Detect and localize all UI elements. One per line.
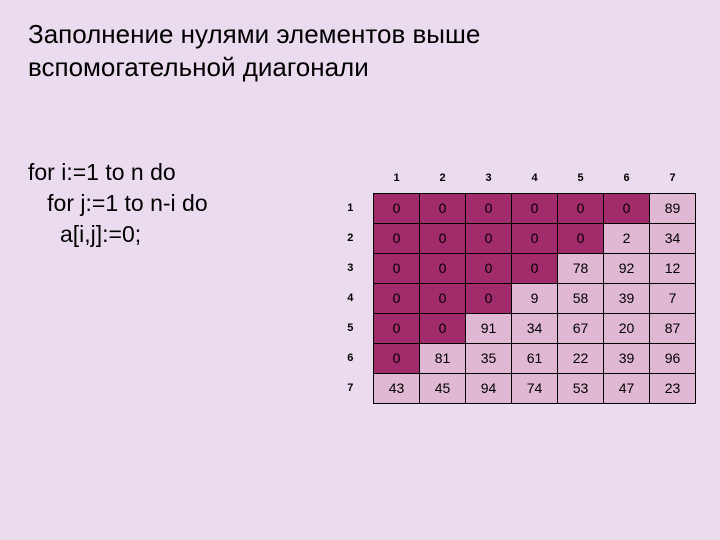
row-header: 2 bbox=[328, 223, 374, 253]
col-header: 5 bbox=[558, 163, 604, 193]
matrix-cell: 39 bbox=[604, 343, 650, 373]
matrix-cell: 89 bbox=[650, 193, 696, 223]
matrix-cell: 61 bbox=[512, 343, 558, 373]
col-header: 7 bbox=[650, 163, 696, 193]
matrix-cell: 7 bbox=[650, 283, 696, 313]
matrix-cell: 0 bbox=[466, 253, 512, 283]
matrix-cell: 0 bbox=[374, 253, 420, 283]
row-header: 6 bbox=[328, 343, 374, 373]
matrix-cell: 53 bbox=[558, 373, 604, 403]
matrix-cell: 23 bbox=[650, 373, 696, 403]
matrix-cell: 0 bbox=[420, 253, 466, 283]
matrix-corner bbox=[328, 163, 374, 193]
matrix-cell: 0 bbox=[558, 193, 604, 223]
matrix-cell: 0 bbox=[420, 313, 466, 343]
matrix-cell: 96 bbox=[650, 343, 696, 373]
matrix-cell: 0 bbox=[558, 223, 604, 253]
matrix-cell: 0 bbox=[466, 223, 512, 253]
row-header: 5 bbox=[328, 313, 374, 343]
row-header: 3 bbox=[328, 253, 374, 283]
matrix-cell: 92 bbox=[604, 253, 650, 283]
row-header: 7 bbox=[328, 373, 374, 403]
matrix-cell: 94 bbox=[466, 373, 512, 403]
matrix-cell: 22 bbox=[558, 343, 604, 373]
matrix-cell: 12 bbox=[650, 253, 696, 283]
matrix-cell: 0 bbox=[604, 193, 650, 223]
matrix-cell: 47 bbox=[604, 373, 650, 403]
matrix-cell: 34 bbox=[650, 223, 696, 253]
matrix-cell: 20 bbox=[604, 313, 650, 343]
content-row: for i:=1 to n do for j:=1 to n-i do a[i,… bbox=[28, 163, 696, 404]
matrix-cell: 78 bbox=[558, 253, 604, 283]
matrix-cell: 0 bbox=[420, 283, 466, 313]
matrix-cell: 67 bbox=[558, 313, 604, 343]
matrix-cell: 0 bbox=[374, 343, 420, 373]
matrix-cell: 58 bbox=[558, 283, 604, 313]
col-header: 6 bbox=[604, 163, 650, 193]
matrix-cell: 39 bbox=[604, 283, 650, 313]
matrix-cell: 2 bbox=[604, 223, 650, 253]
matrix-cell: 81 bbox=[420, 343, 466, 373]
matrix-cell: 0 bbox=[374, 283, 420, 313]
matrix-cell: 0 bbox=[374, 313, 420, 343]
col-header: 1 bbox=[374, 163, 420, 193]
col-header: 4 bbox=[512, 163, 558, 193]
code-block: for i:=1 to n do for j:=1 to n-i do a[i,… bbox=[28, 157, 208, 250]
matrix-cell: 45 bbox=[420, 373, 466, 403]
matrix-cell: 0 bbox=[466, 283, 512, 313]
matrix-cell: 91 bbox=[466, 313, 512, 343]
page-title: Заполнение нулями элементов выше вспомог… bbox=[28, 18, 696, 83]
matrix-cell: 0 bbox=[420, 193, 466, 223]
matrix-cell: 87 bbox=[650, 313, 696, 343]
matrix-cell: 9 bbox=[512, 283, 558, 313]
row-header: 1 bbox=[328, 193, 374, 223]
matrix-cell: 0 bbox=[374, 223, 420, 253]
row-header: 4 bbox=[328, 283, 374, 313]
matrix-cell: 74 bbox=[512, 373, 558, 403]
code-line-3: a[i,j]:=0; bbox=[28, 221, 141, 247]
matrix-table: 1234567100000089200000234300007892124000… bbox=[328, 163, 697, 404]
col-header: 2 bbox=[420, 163, 466, 193]
matrix-cell: 34 bbox=[512, 313, 558, 343]
code-line-2: for j:=1 to n-i do bbox=[28, 190, 208, 216]
matrix-cell: 35 bbox=[466, 343, 512, 373]
title-line-1: Заполнение нулями элементов выше bbox=[28, 19, 480, 49]
title-line-2: вспомогательной диагонали bbox=[28, 52, 369, 82]
code-line-1: for i:=1 to n do bbox=[28, 159, 176, 185]
matrix-cell: 0 bbox=[512, 193, 558, 223]
matrix-cell: 43 bbox=[374, 373, 420, 403]
matrix-cell: 0 bbox=[374, 193, 420, 223]
matrix-wrap: 1234567100000089200000234300007892124000… bbox=[328, 163, 697, 404]
matrix-cell: 0 bbox=[512, 253, 558, 283]
matrix-cell: 0 bbox=[512, 223, 558, 253]
matrix-cell: 0 bbox=[466, 193, 512, 223]
matrix-cell: 0 bbox=[420, 223, 466, 253]
col-header: 3 bbox=[466, 163, 512, 193]
